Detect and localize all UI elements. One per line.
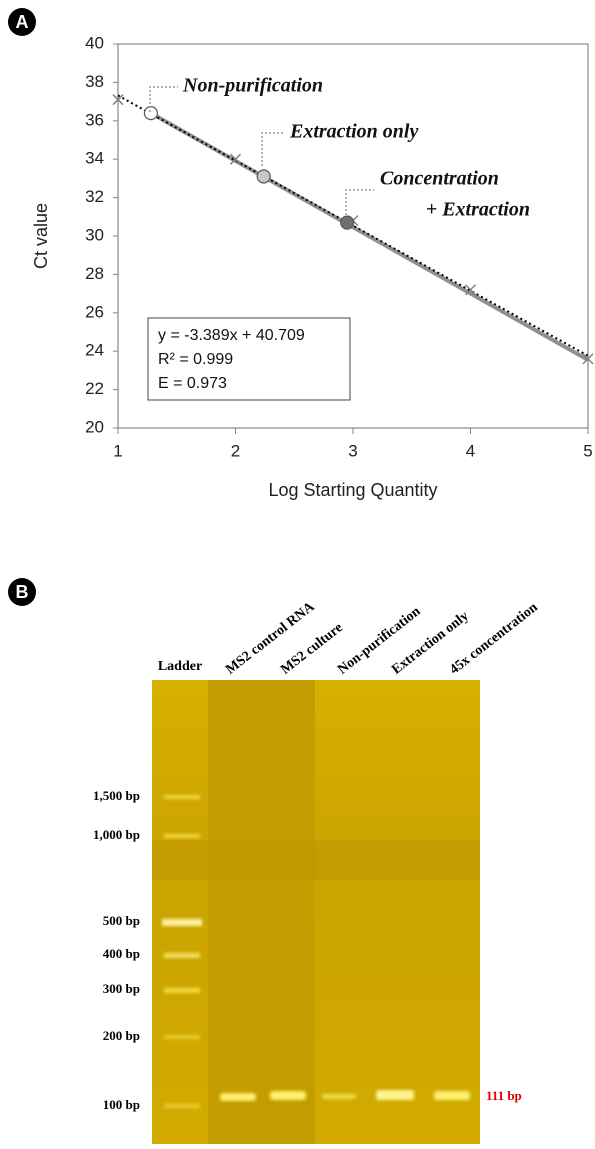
y-axis-label: Ct value [31, 203, 51, 269]
lane-label: MS2 control RNA [223, 599, 318, 678]
sample-point [257, 170, 270, 183]
equation-line: y = -3.389x + 40.709 [158, 327, 305, 344]
annotation-leader [346, 190, 374, 215]
x-tick-label: 5 [583, 441, 592, 460]
gel-panel [208, 680, 315, 1144]
annotation: Non-purification [182, 75, 323, 97]
y-tick-label: 30 [85, 225, 104, 244]
y-tick-label: 24 [85, 341, 104, 360]
y-tick-label: 26 [85, 302, 104, 321]
marker-label: 300 bp [103, 981, 140, 996]
y-tick-label: 38 [85, 72, 104, 91]
y-tick-label: 32 [85, 187, 104, 206]
marker-label: 400 bp [103, 946, 140, 961]
x-tick-label: 1 [113, 441, 122, 460]
x-tick-label: 2 [231, 441, 240, 460]
figure: A B Log Starting Quantity Ct value Ladde… [0, 0, 595, 1144]
annotation: + Extraction [426, 199, 530, 221]
lane-label: Ladder [158, 659, 202, 674]
x-tick-label: 4 [466, 441, 475, 460]
band-label: 111 bp [486, 1088, 522, 1103]
gel-panel [315, 680, 480, 1144]
equation-line: R² = 0.999 [158, 351, 233, 368]
x-tick-label: 3 [348, 441, 357, 460]
sample-point [144, 107, 157, 120]
y-tick-label: 22 [85, 379, 104, 398]
annotation: Concentration [380, 168, 499, 190]
gel-ladder-lane [152, 680, 208, 1144]
gel-smear [152, 840, 480, 880]
y-tick-label: 28 [85, 264, 104, 283]
equation-line: E = 0.973 [158, 375, 227, 392]
panel-label: A [16, 12, 29, 32]
marker-label: 200 bp [103, 1028, 140, 1043]
y-tick-label: 40 [85, 33, 104, 52]
annotation: Extraction only [289, 121, 418, 143]
sample-point [341, 216, 354, 229]
annotation-leader [262, 133, 285, 166]
x-axis-label: Log Starting Quantity [268, 480, 437, 500]
y-tick-label: 20 [85, 417, 104, 436]
y-tick-label: 34 [85, 149, 104, 168]
marker-label: 1,000 bp [93, 827, 140, 842]
marker-label: 500 bp [103, 913, 140, 928]
marker-label: 100 bp [103, 1097, 140, 1112]
y-tick-label: 36 [85, 110, 104, 129]
panel-label: B [16, 582, 29, 602]
marker-label: 1,500 bp [93, 788, 140, 803]
